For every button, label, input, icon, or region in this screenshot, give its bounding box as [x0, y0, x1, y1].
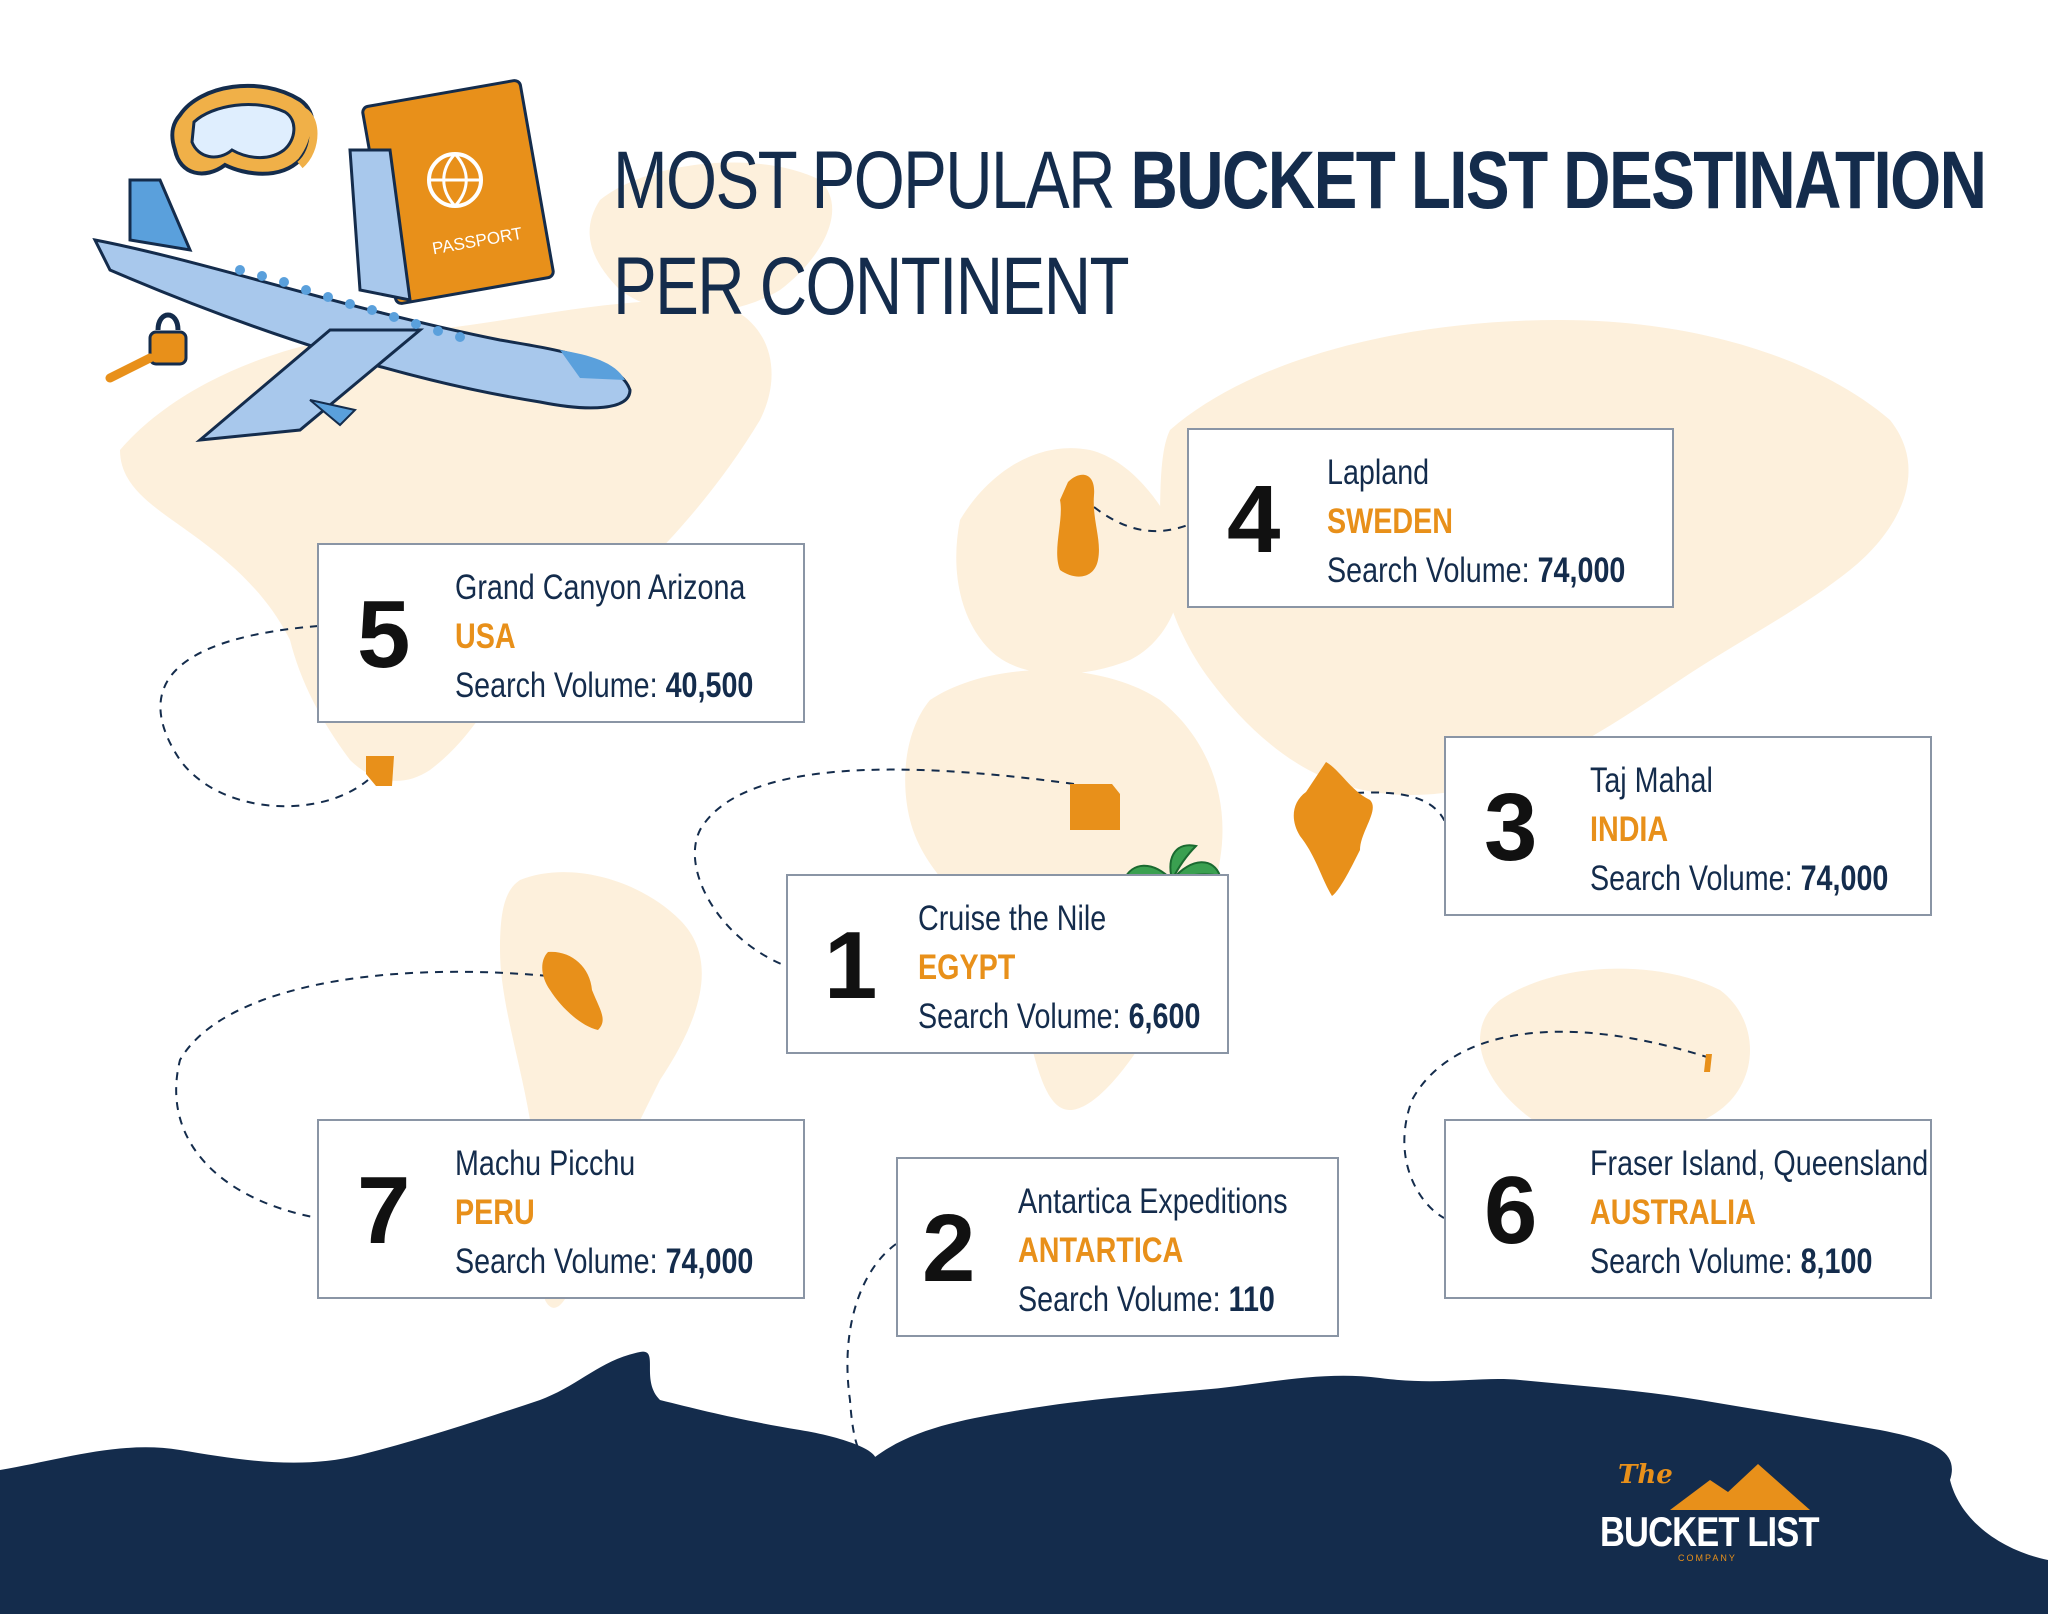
map-antarctica: [0, 1351, 2048, 1614]
destination-volume: Search Volume: 74,000: [1590, 859, 1889, 898]
logo-name: BUCKET LIST: [1600, 1508, 1819, 1555]
destination-card-machu-picchu: 7 Machu Picchu PERU Search Volume: 74,00…: [317, 1119, 805, 1299]
connector-egypt: [693, 768, 1075, 967]
destination-country: ANTARTICA: [1018, 1231, 1184, 1270]
destination-card-antarctica: 2 Antartica Expeditions ANTARTICA Search…: [896, 1157, 1339, 1337]
destination-volume: Search Volume: 74,000: [1327, 551, 1626, 590]
map-peru: [542, 951, 603, 1030]
destination-volume: Search Volume: 110: [1018, 1280, 1275, 1319]
title-bold: BUCKET LIST DESTINATION: [1130, 135, 1986, 226]
passport-icon: PASSPORT: [361, 79, 555, 305]
rank-number: 6: [1484, 1157, 1538, 1264]
airplane-icon: [92, 148, 632, 442]
rank-number: 5: [357, 581, 411, 688]
rank-number: 4: [1227, 466, 1281, 573]
destination-card-taj-mahal: 3 Taj Mahal INDIA Search Volume: 74,000: [1444, 736, 1932, 916]
rank-number: 7: [357, 1157, 411, 1264]
destination-place: Antartica Expeditions: [1018, 1182, 1288, 1221]
mountain-icon: [1670, 1464, 1810, 1510]
destination-volume: Search Volume: 8,100: [1590, 1242, 1873, 1281]
destination-place: Cruise the Nile: [918, 899, 1107, 938]
map-fraser-island: [1704, 1054, 1712, 1072]
connector-fraser: [1403, 1030, 1711, 1219]
connector-arizona: [159, 625, 369, 808]
destination-volume: Search Volume: 74,000: [455, 1242, 754, 1281]
map-egypt: [1070, 784, 1120, 830]
map-india: [1293, 762, 1373, 896]
destination-place: Grand Canyon Arizona: [455, 568, 746, 607]
snorkel-mask-icon: [170, 83, 318, 176]
destination-volume: Search Volume: 40,500: [455, 666, 754, 705]
padlock-key-icon: [105, 312, 188, 383]
map-greenland: [589, 162, 833, 313]
title-prefix: MOST POPULAR: [613, 135, 1131, 226]
destination-country: AUSTRALIA: [1590, 1193, 1756, 1232]
destination-country: EGYPT: [918, 948, 1016, 987]
destination-place: Taj Mahal: [1590, 761, 1713, 800]
destination-country: PERU: [455, 1193, 535, 1232]
travel-illustrations: PASSPORT: [92, 79, 632, 442]
destination-volume: Search Volume: 6,600: [918, 997, 1201, 1036]
logo-the: The: [1618, 1460, 1673, 1490]
connector-antarctica: [846, 1243, 897, 1453]
destination-country: INDIA: [1590, 810, 1669, 849]
rank-number: 2: [922, 1195, 976, 1302]
destination-card-nile: 1 Cruise the Nile EGYPT Search Volume: 6…: [786, 874, 1229, 1054]
logo-company: COMPANY: [1678, 1553, 1737, 1563]
page-title: MOST POPULAR BUCKET LIST DESTINATION PER…: [613, 128, 1987, 340]
title-line2: PER CONTINENT: [613, 241, 1130, 332]
destination-card-lapland: 4 Lapland SWEDEN Search Volume: 74,000: [1187, 428, 1674, 608]
connector-india: [1355, 791, 1449, 831]
company-logo: The BUCKET LIST COMPANY: [1600, 1458, 1819, 1568]
destination-place: Lapland: [1327, 453, 1430, 492]
map-australia: [1480, 968, 1750, 1141]
destination-country: USA: [455, 617, 516, 656]
rank-number: 1: [824, 912, 878, 1019]
rank-number: 3: [1484, 774, 1538, 881]
destination-country: SWEDEN: [1327, 502, 1453, 541]
destination-place: Machu Picchu: [455, 1144, 636, 1183]
connector-lapland: [1093, 506, 1189, 533]
map-finland: [1057, 474, 1099, 577]
destination-card-grand-canyon: 5 Grand Canyon Arizona USA Search Volume…: [317, 543, 805, 723]
map-arizona: [366, 756, 394, 786]
destination-place: Fraser Island, Queensland: [1590, 1144, 1929, 1183]
connector-peru: [175, 970, 549, 1219]
destination-card-fraser-island: 6 Fraser Island, Queensland AUSTRALIA Se…: [1444, 1119, 1932, 1299]
